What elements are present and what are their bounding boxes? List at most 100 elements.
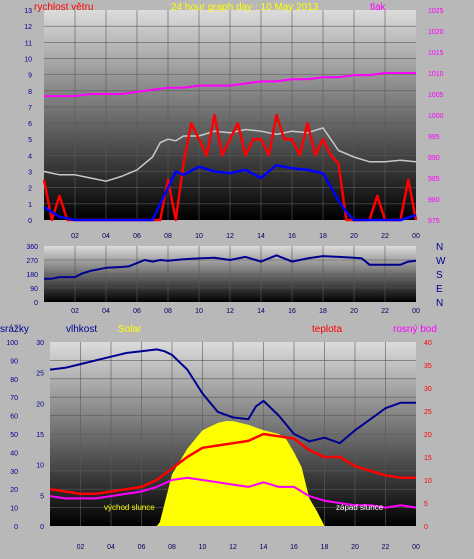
x-tick-label: 08 (164, 233, 172, 240)
x-tick-label: 02 (71, 233, 79, 240)
x-tick-label: 06 (133, 233, 141, 240)
sunrise-label: východ slunce (104, 503, 155, 512)
direction-series-line (44, 254, 417, 280)
right-tick-label: 980 (428, 197, 440, 204)
left-tick-label: 13 (24, 8, 32, 15)
left-tick-label: 10 (24, 56, 32, 63)
rain-tick-label: 100 (6, 340, 18, 347)
x-tick-label: 12 (226, 233, 234, 240)
left-tick-label: 0 (28, 218, 32, 225)
rain-tick-label: 20 (10, 487, 18, 494)
x-tick-label: 18 (321, 544, 329, 551)
temperature-tick-label: 30 (424, 386, 432, 393)
rain-tick-label: 90 (10, 358, 18, 365)
right-tick-label: 1005 (428, 92, 444, 99)
solar-series-area (50, 421, 416, 526)
rain-tick-label: 50 (10, 432, 18, 439)
x-tick-label: 04 (102, 233, 110, 240)
rain-tick-label: 0 (14, 524, 18, 531)
x-tick-label: 14 (260, 544, 268, 551)
sunset-label: západ slunce (336, 503, 384, 512)
temperature-tick-label: 10 (424, 478, 432, 485)
left-tick-label: 6 (28, 121, 32, 128)
temperature-tick-label: 0 (424, 524, 428, 531)
temperature-tick-label: 40 (424, 340, 432, 347)
x-tick-label: 16 (290, 544, 298, 551)
left-tick-label: 11 (25, 40, 32, 47)
wind-pressure-chart: 0123456789101112139759809859909951000100… (24, 2, 444, 240)
left-tick-label: 180 (26, 272, 38, 279)
solar-axis-label: Solar (118, 324, 142, 335)
right-tick-label: 1015 (428, 50, 444, 57)
x-tick-label: 22 (381, 233, 389, 240)
compass-label: N (436, 242, 443, 253)
x-tick-label: 04 (107, 544, 115, 551)
left-tick-label: 12 (24, 24, 32, 31)
dewpoint-series-line (49, 476, 417, 509)
temperature-axis-label: teplota (312, 324, 342, 335)
humidity-tick-label: 30 (36, 340, 44, 347)
right-tick-label: 1000 (428, 113, 444, 120)
right-tick-label: 990 (428, 155, 440, 162)
rain-axis-label: srážky (0, 324, 29, 335)
left-tick-label: 5 (28, 137, 32, 144)
right-tick-label: 1020 (428, 29, 444, 36)
x-tick-label: 06 (133, 308, 141, 315)
left-tick-label: 8 (28, 89, 32, 96)
humidity-series-line (49, 348, 416, 445)
right-tick-label: 1010 (428, 71, 444, 78)
left-tick-label: 7 (28, 105, 32, 112)
x-tick-label: 10 (195, 308, 203, 315)
temperature-tick-label: 20 (424, 432, 432, 439)
x-tick-label: 00 (412, 544, 420, 551)
temp-humidity-solar-chart: 0102030405060708090100051015202530051015… (0, 324, 437, 551)
right-tick-label: 975 (428, 218, 440, 225)
compass-label: N (436, 298, 443, 309)
left-axis-label: rychlost větru (34, 2, 93, 13)
rain-tick-label: 30 (10, 469, 18, 476)
temperature-tick-label: 15 (424, 455, 432, 462)
x-tick-label: 10 (195, 233, 203, 240)
right-tick-label: 995 (428, 134, 440, 141)
temperature-series-line (49, 432, 416, 496)
left-tick-label: 9 (28, 73, 32, 80)
left-tick-label: 2 (28, 186, 32, 193)
right-tick-label: 985 (428, 176, 440, 183)
humidity-axis-label: vlhkost (66, 324, 97, 335)
rain-tick-label: 80 (10, 377, 18, 384)
left-tick-label: 1 (28, 202, 32, 209)
humidity-tick-label: 25 (36, 371, 44, 378)
compass-label: E (436, 284, 443, 295)
x-tick-label: 18 (319, 308, 327, 315)
x-tick-label: 02 (77, 544, 85, 551)
rain-tick-label: 70 (10, 395, 18, 402)
humidity-tick-label: 20 (36, 401, 44, 408)
x-tick-label: 22 (381, 308, 389, 315)
humidity-tick-label: 0 (40, 524, 44, 531)
humidity-tick-label: 10 (36, 463, 44, 470)
temperature-tick-label: 5 (424, 501, 428, 508)
x-tick-label: 22 (382, 544, 390, 551)
x-tick-label: 16 (288, 308, 296, 315)
left-tick-label: 270 (26, 258, 38, 265)
x-tick-label: 12 (229, 544, 237, 551)
humidity-tick-label: 5 (40, 493, 44, 500)
left-tick-label: 360 (26, 244, 38, 251)
x-tick-label: 04 (102, 308, 110, 315)
x-tick-label: 20 (350, 233, 358, 240)
compass-label: W (436, 256, 446, 267)
left-tick-label: 4 (28, 153, 32, 160)
x-tick-label: 20 (351, 544, 359, 551)
x-tick-label: 20 (350, 308, 358, 315)
chart-title: 24 hour graph day : 10 May 2013 (171, 2, 319, 13)
pressure-series-line (44, 72, 416, 98)
x-tick-label: 08 (168, 544, 176, 551)
right-tick-label: 1025 (428, 8, 444, 15)
x-tick-label: 12 (226, 308, 234, 315)
x-tick-label: 00 (412, 233, 420, 240)
temperature-tick-label: 25 (424, 409, 432, 416)
x-tick-label: 08 (164, 308, 172, 315)
gust-series-line (43, 127, 417, 182)
